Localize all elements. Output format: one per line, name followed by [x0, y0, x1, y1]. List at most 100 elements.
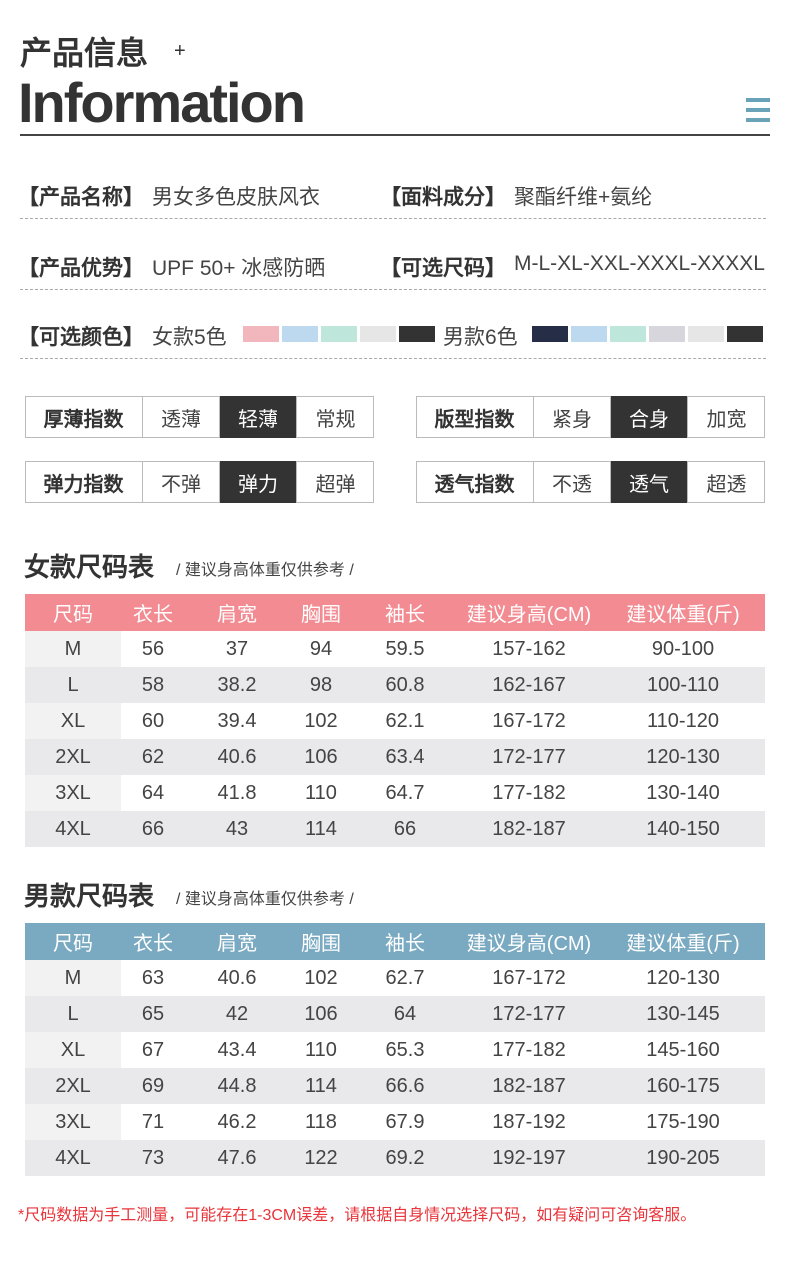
- index-option: 不透: [534, 461, 611, 503]
- table-cell: 130-145: [646, 1002, 720, 1025]
- menu-icon: [746, 98, 770, 122]
- table-cell: 65: [141, 1002, 165, 1025]
- table-cell: 65.3: [385, 1038, 425, 1061]
- color-swatch: [399, 326, 435, 342]
- table-cell: 60: [141, 709, 165, 732]
- index-label: 透气指数: [416, 461, 534, 503]
- table-cell: 167-172: [492, 709, 566, 732]
- table-note: / 建议身高体重仅供参考 /: [176, 891, 354, 908]
- table-cell: 62: [141, 745, 165, 768]
- table-cell: 118: [305, 1110, 337, 1133]
- table-cell: 175-190: [646, 1110, 720, 1133]
- info-value: 男女多色皮肤风衣: [152, 186, 320, 209]
- color-swatch: [610, 326, 646, 342]
- table-cell: 3XL: [55, 781, 91, 804]
- table-header-cell: 建议身高(CM): [466, 933, 592, 955]
- table-cell: 56: [141, 637, 165, 660]
- table-cell: M: [64, 637, 82, 660]
- index-option: 不弹: [143, 461, 220, 503]
- table-cell: 114: [305, 817, 337, 840]
- title-plus: +: [174, 40, 186, 62]
- index-label: 弹力指数: [25, 461, 143, 503]
- table-cell: 63.4: [385, 745, 425, 768]
- table-cell: 64.7: [385, 781, 425, 804]
- table-header-cell: 肩宽: [217, 933, 257, 955]
- table-header-cell: 建议体重(斤): [626, 604, 740, 626]
- table-cell: 90-100: [651, 637, 715, 660]
- table-row-bg: [25, 739, 765, 775]
- dashed-divider: [20, 358, 766, 359]
- table-header-cell: 建议体重(斤): [626, 933, 740, 955]
- table-cell: 58: [141, 673, 165, 696]
- table-header-cell: 建议身高(CM): [466, 604, 592, 626]
- table-cell: 44.8: [217, 1074, 257, 1097]
- table-cell: 40.6: [217, 966, 257, 989]
- info-label: 【产品优势】: [18, 257, 144, 280]
- color-swatch: [727, 326, 763, 342]
- table-cell: 145-160: [646, 1038, 720, 1061]
- table-cell: 157-162: [492, 637, 566, 660]
- table-header-cell: 袖长: [385, 604, 425, 626]
- table-cell: 110: [305, 781, 337, 804]
- table-cell: 42: [225, 1002, 249, 1025]
- table-cell: 69.2: [385, 1146, 425, 1169]
- info-value: M-L-XL-XXL-XXXL-XXXXL: [514, 252, 765, 275]
- table-row-bg: [25, 960, 765, 996]
- color-swatch: [688, 326, 724, 342]
- table-cell: 63: [141, 966, 165, 989]
- table-cell: 177-182: [492, 1038, 566, 1061]
- index-option: 常规: [315, 408, 356, 431]
- index-label: 版型指数: [416, 396, 534, 438]
- info-label: 【面料成分】: [380, 186, 506, 209]
- index-label: 厚薄指数: [25, 396, 143, 438]
- index-option: 加宽: [706, 408, 747, 431]
- table-cell: XL: [60, 709, 86, 732]
- dashed-divider: [20, 289, 766, 290]
- table-cell: 62.1: [385, 709, 425, 732]
- table-title: 女款尺码表: [24, 552, 155, 582]
- table-cell: 177-182: [492, 781, 566, 804]
- table-cell: 182-187: [492, 817, 566, 840]
- table-row-bg: [25, 775, 765, 811]
- table-header-cell: 肩宽: [217, 604, 257, 626]
- table-cell: 62.7: [385, 966, 425, 989]
- table-cell: 71: [141, 1110, 165, 1133]
- color-swatch: [649, 326, 685, 342]
- table-cell: 106: [304, 1002, 338, 1025]
- info-label: 【可选尺码】: [380, 257, 506, 280]
- color-swatch: [532, 326, 568, 342]
- table-cell: 182-187: [492, 1074, 566, 1097]
- table-cell: L: [67, 1002, 79, 1025]
- table-cell: 167-172: [492, 966, 566, 989]
- table-row-bg: [25, 667, 765, 703]
- table-row-bg: [25, 631, 765, 667]
- table-cell: 43.4: [217, 1038, 257, 1061]
- table-cell: 47.6: [217, 1146, 257, 1169]
- table-cell: 192-197: [492, 1146, 566, 1169]
- index-option: 透薄: [143, 396, 220, 438]
- table-size-bg: [25, 960, 121, 996]
- info-value: 聚酯纤维+氨纶: [514, 186, 653, 209]
- table-cell: XL: [60, 1038, 86, 1061]
- table-cell: 187-192: [492, 1110, 566, 1133]
- table-cell: 4XL: [55, 817, 91, 840]
- table-cell: 37: [225, 637, 249, 660]
- table-cell: 94: [309, 637, 333, 660]
- index-option: 轻薄: [220, 396, 297, 438]
- table-cell: 39.4: [217, 709, 257, 732]
- color-swatch: [321, 326, 357, 342]
- table-row-bg: [25, 996, 765, 1032]
- dashed-divider: [20, 218, 766, 219]
- table-cell: 2XL: [55, 745, 91, 768]
- index-box: [25, 461, 374, 503]
- table-note: / 建议身高体重仅供参考 /: [176, 562, 354, 579]
- table-cell: 110: [305, 1038, 337, 1061]
- table-row-bg: [25, 811, 765, 847]
- table-cell: 64: [393, 1002, 417, 1025]
- table-cell: 140-150: [646, 817, 720, 840]
- table-cell: 98: [309, 673, 333, 696]
- index-option: 合身: [611, 396, 688, 438]
- table-row-bg: [25, 703, 765, 739]
- title-en: Information: [18, 71, 306, 134]
